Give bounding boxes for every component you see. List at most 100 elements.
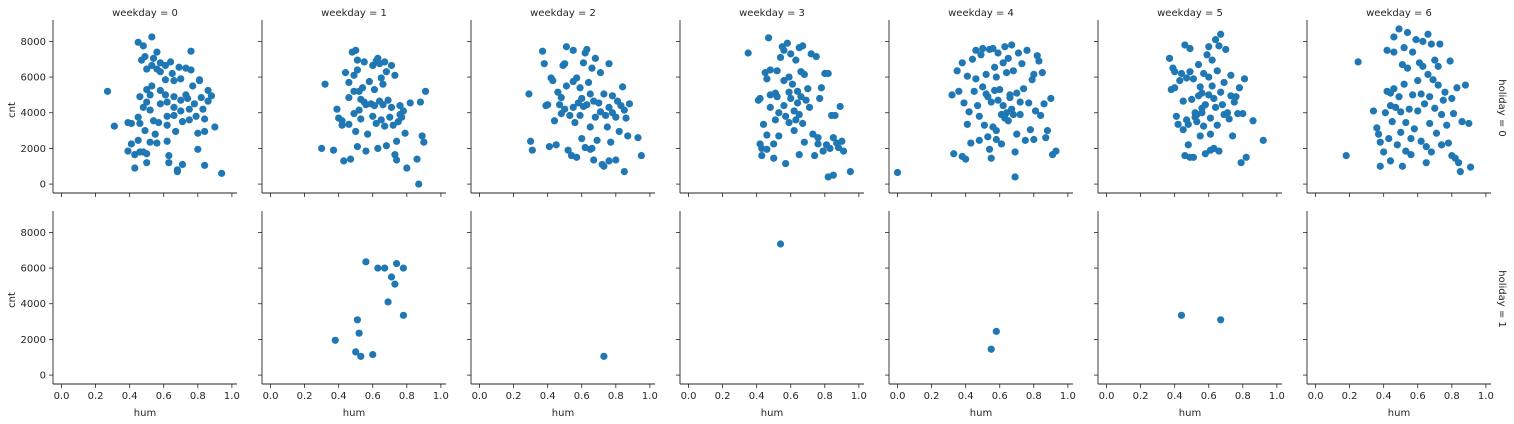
scatter-point (540, 60, 548, 68)
scatter-point (624, 132, 632, 140)
scatter-point (1011, 148, 1019, 156)
scatter-point (143, 85, 151, 94)
scatter-point (586, 90, 594, 98)
scatter-point (590, 156, 598, 164)
scatter-point (810, 151, 819, 160)
scatter-point (970, 87, 978, 95)
scatter-point (987, 98, 995, 106)
scatter-point (550, 117, 559, 125)
scatter-point (139, 103, 147, 111)
scatter-point (1393, 141, 1401, 149)
scatter-point (973, 102, 982, 110)
scatter-point (766, 103, 774, 111)
scatter-point (1217, 88, 1225, 96)
col-title-weekday-4: weekday = 4 (948, 8, 1014, 19)
scatter-point (1025, 99, 1033, 107)
scatter-point (201, 115, 209, 123)
scatter-point (1397, 128, 1405, 136)
scatter-point (831, 111, 839, 120)
scatter-point (195, 77, 204, 85)
scatter-point (1437, 141, 1446, 149)
scatter-point (1436, 40, 1444, 48)
scatter-point (992, 126, 1000, 135)
col-title-weekday-6: weekday = 6 (1366, 8, 1432, 19)
scatter-point (155, 118, 163, 127)
scatter-point (776, 53, 785, 62)
scatter-point (1009, 110, 1017, 119)
scatter-point (982, 70, 990, 78)
scatter-point (1405, 105, 1413, 113)
panel-r1-c2: 0.0 0.2 0.4 0.6 0.8 1.0 (467, 211, 658, 402)
scatter-point (189, 82, 197, 90)
scatter-point (177, 75, 185, 83)
scatter-point (975, 112, 983, 120)
scatter-point (588, 144, 596, 153)
scatter-point (992, 327, 1000, 335)
scatter-point (396, 102, 404, 110)
scatter-point (387, 61, 396, 70)
scatter-point (387, 103, 396, 111)
scatter-point (583, 45, 591, 54)
scatter-point (1030, 70, 1038, 78)
scatter-point (625, 100, 634, 108)
scatter-point (814, 134, 822, 142)
scatter-point (795, 151, 803, 159)
scatter-point (1426, 119, 1434, 128)
scatter-point (763, 131, 771, 139)
scatter-point (1391, 103, 1400, 111)
scatter-point (790, 126, 798, 135)
scatter-point (1376, 162, 1384, 170)
scatter-point (1004, 54, 1012, 62)
scatter-point (161, 76, 170, 84)
scatter-point (156, 100, 164, 108)
scatter-point (1242, 153, 1250, 161)
scatter-point (1213, 121, 1221, 129)
col-title-weekday-1: weekday = 1 (321, 8, 387, 19)
scatter-point (591, 54, 599, 62)
scatter-point (834, 143, 843, 152)
scatter-point (1443, 121, 1451, 129)
scatter-point (1013, 130, 1021, 138)
scatter-point (1403, 64, 1412, 72)
scatter-point (357, 115, 365, 123)
scatter-point (1424, 30, 1432, 38)
scatter-point (141, 52, 149, 61)
scatter-point (562, 43, 571, 51)
x-tick-label: 0.2 (715, 391, 731, 402)
scatter-point (345, 78, 353, 87)
scatter-point (780, 46, 788, 54)
scatter-point (987, 154, 995, 162)
scatter-point (161, 61, 170, 70)
scatter-point (345, 93, 353, 102)
scatter-point (528, 146, 536, 154)
scatter-point (826, 144, 834, 153)
scatter-point (1455, 159, 1463, 167)
scatter-point (994, 96, 1002, 104)
scatter-point (579, 59, 588, 67)
scatter-point (381, 58, 389, 66)
scatter-point (793, 99, 802, 107)
scatter-point (398, 113, 406, 121)
scatter-point (350, 110, 358, 118)
scatter-point (151, 130, 159, 138)
scatter-point (979, 83, 987, 91)
scatter-point (163, 121, 171, 129)
scatter-point (756, 94, 764, 103)
scatter-point (573, 153, 581, 161)
scatter-point (773, 93, 781, 101)
scatter-point (1369, 107, 1378, 115)
y-tick-label: 2000 (21, 335, 46, 346)
scatter-point (785, 88, 793, 96)
scatter-point (1179, 97, 1187, 105)
scatter-point (1228, 132, 1237, 140)
scatter-point (192, 112, 200, 120)
scatter-point (977, 51, 985, 59)
scatter-point (596, 69, 605, 77)
scatter-point (392, 137, 401, 145)
scatter-point (1018, 60, 1026, 68)
scatter-point (1205, 91, 1213, 99)
scatter-point (165, 159, 173, 167)
scatter-point (149, 54, 158, 62)
panel-r0-c4 (885, 20, 1073, 197)
scatter-point (637, 151, 645, 160)
